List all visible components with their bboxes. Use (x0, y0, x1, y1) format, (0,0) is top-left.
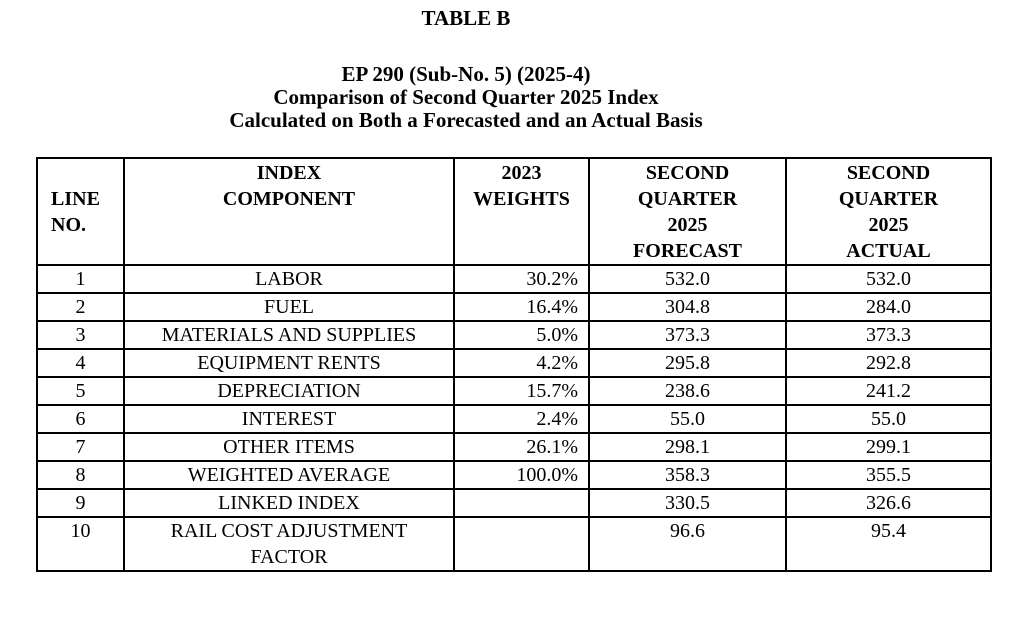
forecast-cell: 373.3 (588, 320, 787, 350)
weight-cell: 2.4% (453, 404, 590, 434)
col-header-line-no: LINE NO. (36, 157, 125, 266)
weight-cell: 4.2% (453, 348, 590, 378)
forecast-cell: 330.5 (588, 488, 787, 518)
actual-cell: 373.3 (785, 320, 992, 350)
component-cell: EQUIPMENT RENTS (123, 348, 455, 378)
forecast-cell: 304.8 (588, 292, 787, 322)
table-row: 1 LABOR 30.2% 532.0 532.0 (36, 264, 992, 294)
component-cell: LINKED INDEX (123, 488, 455, 518)
line-no-cell: 4 (36, 348, 125, 378)
forecast-cell: 295.8 (588, 348, 787, 378)
line-no-cell: 7 (36, 432, 125, 462)
table-row: 6 INTEREST 2.4% 55.0 55.0 (36, 404, 992, 434)
actual-cell: 241.2 (785, 376, 992, 406)
header-row: LINE NO. INDEX COMPONENT 2023 WEIGHTS SE… (36, 157, 992, 266)
forecast-cell: 298.1 (588, 432, 787, 462)
line-no-cell: 6 (36, 404, 125, 434)
actual-cell: 95.4 (785, 516, 992, 572)
line-no-cell: 1 (36, 264, 125, 294)
component-cell: WEIGHTED AVERAGE (123, 460, 455, 490)
document: TABLE B EP 290 (Sub-No. 5) (2025-4) Comp… (0, 0, 992, 572)
component-cell: RAIL COST ADJUSTMENT FACTOR (123, 516, 455, 572)
line-no-cell: 9 (36, 488, 125, 518)
component-cell: MATERIALS AND SUPPLIES (123, 320, 455, 350)
table-row: 5 DEPRECIATION 15.7% 238.6 241.2 (36, 376, 992, 406)
actual-cell: 355.5 (785, 460, 992, 490)
weight-cell: 100.0% (453, 460, 590, 490)
weight-cell: 26.1% (453, 432, 590, 462)
component-cell: OTHER ITEMS (123, 432, 455, 462)
actual-cell: 532.0 (785, 264, 992, 294)
weight-cell (453, 488, 590, 518)
component-cell: LABOR (123, 264, 455, 294)
subtitle-line-2: Comparison of Second Quarter 2025 Index (273, 85, 659, 109)
subtitle-line-1: EP 290 (Sub-No. 5) (2025-4) (341, 62, 591, 86)
table-row: 4 EQUIPMENT RENTS 4.2% 295.8 292.8 (36, 348, 992, 378)
document-headings: TABLE B EP 290 (Sub-No. 5) (2025-4) Comp… (0, 0, 932, 132)
weight-cell: 5.0% (453, 320, 590, 350)
subtitle-line-3: Calculated on Both a Forecasted and an A… (229, 108, 703, 132)
actual-cell: 299.1 (785, 432, 992, 462)
table-row: 10 RAIL COST ADJUSTMENT FACTOR 96.6 95.4 (36, 516, 992, 572)
actual-cell: 55.0 (785, 404, 992, 434)
line-no-cell: 8 (36, 460, 125, 490)
component-cell: DEPRECIATION (123, 376, 455, 406)
forecast-cell: 532.0 (588, 264, 787, 294)
actual-cell: 326.6 (785, 488, 992, 518)
line-no-cell: 2 (36, 292, 125, 322)
actual-cell: 292.8 (785, 348, 992, 378)
table-row: 2 FUEL 16.4% 304.8 284.0 (36, 292, 992, 322)
weight-cell: 16.4% (453, 292, 590, 322)
line-no-cell: 5 (36, 376, 125, 406)
col-header-index-component: INDEX COMPONENT (123, 157, 455, 266)
table-label: TABLE B (421, 6, 511, 30)
component-cell: FUEL (123, 292, 455, 322)
forecast-cell: 358.3 (588, 460, 787, 490)
col-header-q2-2025-actual: SECOND QUARTER 2025 ACTUAL (785, 157, 992, 266)
document-subtitle: EP 290 (Sub-No. 5) (2025-4) Comparison o… (0, 63, 932, 132)
table-row: 3 MATERIALS AND SUPPLIES 5.0% 373.3 373.… (36, 320, 992, 350)
line-no-cell: 3 (36, 320, 125, 350)
forecast-cell: 238.6 (588, 376, 787, 406)
table-row: 7 OTHER ITEMS 26.1% 298.1 299.1 (36, 432, 992, 462)
forecast-cell: 55.0 (588, 404, 787, 434)
weight-cell (453, 516, 590, 572)
col-header-q2-2025-forecast: SECOND QUARTER 2025 FORECAST (588, 157, 787, 266)
component-cell: INTEREST (123, 404, 455, 434)
forecast-cell: 96.6 (588, 516, 787, 572)
weight-cell: 15.7% (453, 376, 590, 406)
weight-cell: 30.2% (453, 264, 590, 294)
table-row: 9 LINKED INDEX 330.5 326.6 (36, 488, 992, 518)
data-table: LINE NO. INDEX COMPONENT 2023 WEIGHTS SE… (36, 157, 992, 572)
table-row: 8 WEIGHTED AVERAGE 100.0% 358.3 355.5 (36, 460, 992, 490)
line-no-cell: 10 (36, 516, 125, 572)
col-header-2023-weights: 2023 WEIGHTS (453, 157, 590, 266)
actual-cell: 284.0 (785, 292, 992, 322)
